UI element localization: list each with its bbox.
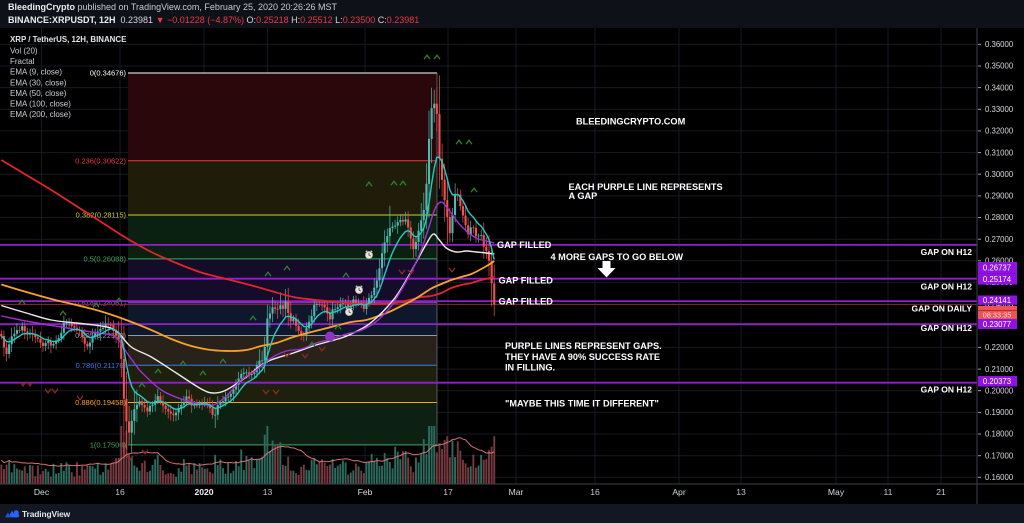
- svg-text:IN FILLING.: IN FILLING.: [505, 363, 555, 373]
- svg-text:GAP ON DAILY: GAP ON DAILY: [912, 304, 973, 314]
- svg-text:Apr: Apr: [672, 487, 686, 497]
- svg-text:0.29000: 0.29000: [985, 192, 1014, 201]
- svg-text:0.34000: 0.34000: [985, 83, 1014, 92]
- svg-text:GAP ON H12: GAP ON H12: [921, 385, 973, 395]
- svg-text:17: 17: [443, 487, 453, 497]
- svg-text:4 MORE GAPS TO GO BELOW: 4 MORE GAPS TO GO BELOW: [551, 252, 684, 262]
- svg-text:GAP ON H12: GAP ON H12: [921, 247, 973, 257]
- svg-text:0.18000: 0.18000: [985, 430, 1014, 439]
- svg-text:GAP FILLED: GAP FILLED: [499, 276, 554, 286]
- svg-text:0.30000: 0.30000: [985, 170, 1014, 179]
- svg-text:0.16000: 0.16000: [985, 473, 1014, 482]
- svg-text:Dec: Dec: [34, 487, 50, 497]
- svg-text:16: 16: [590, 487, 600, 497]
- svg-text:EMA (30, close): EMA (30, close): [10, 78, 67, 87]
- svg-text:0.26000: 0.26000: [985, 257, 1014, 266]
- svg-text:Fractal: Fractal: [10, 57, 35, 66]
- svg-text:Mar: Mar: [509, 487, 524, 497]
- svg-text:0.886(0.19458): 0.886(0.19458): [75, 398, 126, 407]
- svg-text:Vol (20): Vol (20): [10, 47, 38, 56]
- svg-text:0.27000: 0.27000: [985, 235, 1014, 244]
- svg-text:BLEEDINGCRYPTO.COM: BLEEDINGCRYPTO.COM: [576, 117, 686, 127]
- svg-text:0.32000: 0.32000: [985, 127, 1014, 136]
- svg-text:0.17000: 0.17000: [985, 451, 1014, 460]
- svg-text:0.28000: 0.28000: [985, 213, 1014, 222]
- svg-text:13: 13: [263, 487, 273, 497]
- svg-text:0.5(0.26088): 0.5(0.26088): [83, 255, 126, 264]
- svg-text:PURPLE LINES REPRESENT GAPS.: PURPLE LINES REPRESENT GAPS.: [505, 341, 662, 351]
- svg-text:2020: 2020: [194, 487, 213, 497]
- svg-text:GAP FILLED: GAP FILLED: [497, 240, 552, 250]
- svg-text:13: 13: [736, 487, 746, 497]
- svg-text:A GAP: A GAP: [569, 191, 598, 201]
- svg-text:EMA (100, close): EMA (100, close): [10, 100, 71, 109]
- svg-text:EMA (200, close): EMA (200, close): [10, 110, 71, 119]
- svg-text:EACH PURPLE LINE REPRESENTS: EACH PURPLE LINE REPRESENTS: [569, 182, 723, 192]
- svg-text:0.36000: 0.36000: [985, 40, 1014, 49]
- svg-text:Feb: Feb: [358, 487, 373, 497]
- svg-text:"MAYBE THIS TIME IT DIFFERENT": "MAYBE THIS TIME IT DIFFERENT": [505, 399, 659, 409]
- svg-text:May: May: [828, 487, 845, 497]
- svg-text:THEY HAVE A 90% SUCCESS RATE: THEY HAVE A 90% SUCCESS RATE: [505, 352, 660, 362]
- svg-text:08:33:35: 08:33:35: [983, 311, 1012, 320]
- svg-text:0.20000: 0.20000: [985, 386, 1014, 395]
- svg-text:0.382(0.28115): 0.382(0.28115): [76, 211, 127, 220]
- svg-text:XRP / TetherUS, 12H, BINANCE: XRP / TetherUS, 12H, BINANCE: [10, 35, 126, 44]
- svg-text:0.705(0.22550): 0.705(0.22550): [75, 331, 126, 340]
- svg-text:EMA (50, close): EMA (50, close): [10, 89, 67, 98]
- svg-text:EMA (9, close): EMA (9, close): [10, 68, 62, 77]
- svg-text:GAP FILLED: GAP FILLED: [499, 297, 554, 307]
- svg-text:0.236(0.30622): 0.236(0.30622): [75, 156, 126, 165]
- svg-text:16: 16: [115, 487, 125, 497]
- svg-text:0.31000: 0.31000: [985, 148, 1014, 157]
- svg-text:0.786(0.21176): 0.786(0.21176): [76, 361, 127, 370]
- svg-text:0.25174: 0.25174: [983, 275, 1012, 284]
- svg-text:21: 21: [936, 487, 946, 497]
- svg-text:0.19000: 0.19000: [985, 408, 1014, 417]
- svg-text:0.26737: 0.26737: [983, 264, 1011, 273]
- svg-text:0.23077: 0.23077: [983, 320, 1011, 329]
- svg-text:0(0.34676): 0(0.34676): [90, 69, 127, 78]
- svg-text:0.618(0.24061): 0.618(0.24061): [75, 298, 126, 307]
- svg-text:0.21000: 0.21000: [985, 365, 1014, 374]
- svg-text:1(0.17500): 1(0.17500): [90, 441, 127, 450]
- svg-text:0.20373: 0.20373: [983, 377, 1011, 386]
- svg-text:GAP ON H12: GAP ON H12: [921, 282, 973, 292]
- svg-text:GAP ON H12: GAP ON H12: [921, 323, 973, 333]
- svg-text:0.35000: 0.35000: [985, 62, 1014, 71]
- svg-text:0.33000: 0.33000: [985, 105, 1014, 114]
- svg-text:0.22000: 0.22000: [985, 343, 1014, 352]
- svg-text:0.24141: 0.24141: [983, 296, 1011, 305]
- svg-text:11: 11: [884, 487, 893, 497]
